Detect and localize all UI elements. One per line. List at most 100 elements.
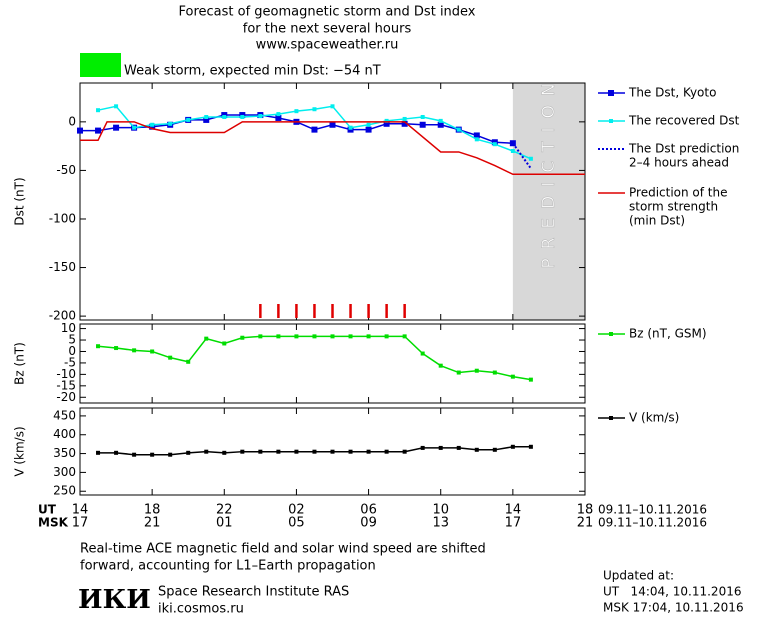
point (312, 107, 317, 112)
point (222, 341, 227, 346)
msk-label: MSK (38, 516, 69, 530)
point (330, 449, 335, 454)
point (258, 449, 263, 454)
title-line: for the next several hours (243, 22, 412, 37)
point (240, 335, 245, 340)
point (168, 452, 173, 457)
y-axis-label: Dst (nT) (13, 177, 27, 225)
y-tick-label: 0 (68, 114, 76, 128)
point (222, 114, 227, 119)
y-tick-label: -50 (56, 163, 76, 177)
point (456, 370, 461, 375)
legend-label: storm strength (629, 200, 718, 214)
y-tick-label: 450 (53, 408, 76, 422)
legend-marker (608, 90, 614, 96)
storm-level-text: Weak storm, expected min Dst: −54 nT (124, 64, 381, 79)
point (150, 349, 155, 354)
point (474, 447, 479, 452)
x-tick-label-msk: 01 (216, 516, 233, 531)
x-tick-label: 18 (144, 503, 161, 518)
updated-line: UT 14:04, 10.11.2016 (603, 585, 741, 599)
point (402, 449, 407, 454)
point (420, 114, 425, 119)
point (510, 148, 515, 153)
point (419, 121, 426, 128)
point (510, 374, 515, 379)
y-tick-label: 10 (61, 321, 76, 335)
point (168, 355, 173, 360)
point (276, 112, 281, 117)
storm-level-box (80, 53, 121, 77)
point (438, 445, 443, 450)
series-line (512, 142, 532, 170)
point (77, 127, 83, 134)
y-tick-label: 5 (68, 333, 76, 347)
point (330, 334, 335, 339)
legend-marker (609, 332, 613, 336)
point (365, 126, 372, 133)
y-tick-label: 0 (68, 344, 76, 358)
point (366, 449, 371, 454)
point (438, 363, 443, 368)
prediction-region (512, 83, 585, 320)
point (384, 118, 389, 123)
logo: ИКИ (78, 585, 151, 615)
point (222, 450, 227, 455)
date-range: 09.11–10.11.2016 (598, 503, 707, 517)
point (329, 121, 336, 128)
x-tick-label: 22 (216, 503, 233, 518)
point (312, 449, 317, 454)
point (474, 137, 479, 142)
point (528, 377, 533, 382)
x-tick-label-msk: 21 (577, 516, 594, 531)
y-axis-label: Bz (nT) (13, 342, 27, 385)
plot-frame (79, 323, 586, 404)
title-line: Forecast of geomagnetic storm and Dst in… (178, 5, 475, 20)
point (366, 122, 371, 127)
point (294, 334, 299, 339)
updated-line: Updated at: (603, 569, 674, 583)
plot-frame (79, 82, 586, 321)
point (275, 114, 282, 121)
y-tick-label: -150 (49, 260, 76, 274)
series-line (97, 335, 532, 381)
point (203, 116, 210, 123)
y-tick-label: 300 (53, 465, 76, 479)
point (402, 334, 407, 339)
point (132, 452, 137, 457)
x-tick-label: 10 (432, 503, 449, 518)
x-tick-label-msk: 05 (288, 516, 305, 531)
point (420, 445, 425, 450)
point (438, 118, 443, 123)
legend-label: 2–4 hours ahead (629, 156, 729, 170)
point (330, 104, 335, 109)
legend-label: Prediction of the (629, 186, 728, 200)
x-tick-label: 14 (505, 503, 522, 518)
y-tick-label: -5 (64, 355, 76, 369)
y-tick-label: -100 (49, 211, 76, 225)
y-tick-label: -15 (56, 378, 76, 392)
point (348, 125, 353, 130)
site: iki.cosmos.ru (158, 602, 244, 617)
point (132, 125, 137, 130)
x-tick-label-msk: 17 (72, 516, 89, 531)
legend-label: The recovered Dst (628, 114, 740, 128)
x-tick-label: 18 (577, 503, 594, 518)
point (456, 445, 461, 450)
point (168, 121, 173, 126)
point (456, 127, 461, 132)
updated-line: MSK 17:04, 10.11.2016 (603, 601, 744, 615)
point (186, 450, 191, 455)
point (240, 449, 245, 454)
point (240, 114, 245, 119)
point (96, 344, 101, 349)
x-tick-label-msk: 09 (360, 516, 377, 531)
point (510, 444, 515, 449)
point (492, 447, 497, 452)
legend-label: V (km/s) (629, 411, 679, 425)
y-tick-label: 350 (53, 446, 76, 460)
point (384, 449, 389, 454)
y-tick-label: -20 (56, 390, 76, 404)
point (294, 109, 299, 114)
